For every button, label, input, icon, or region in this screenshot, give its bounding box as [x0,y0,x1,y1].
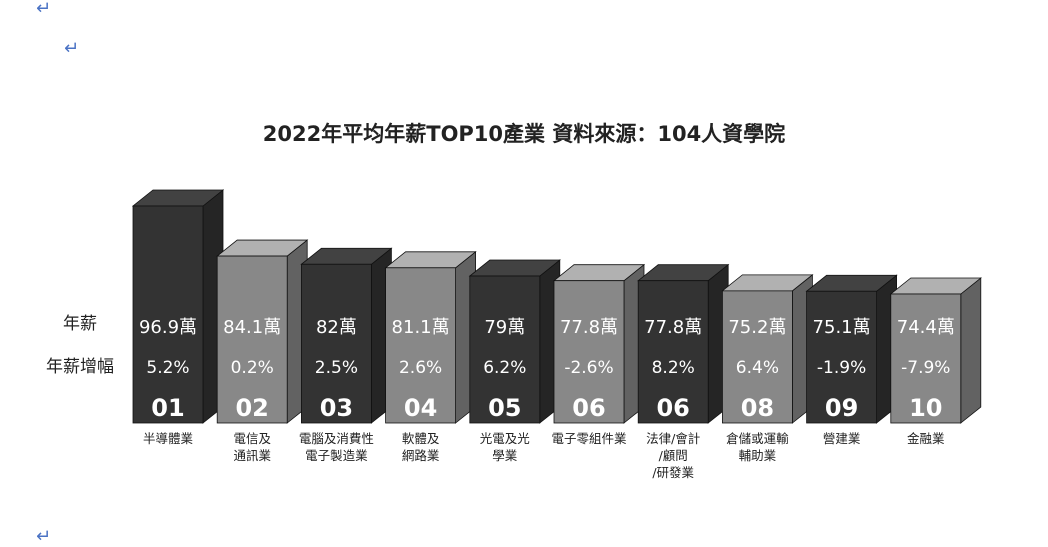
category-label: 營建業 [823,431,861,446]
paragraph-mark: ↵ [64,38,80,59]
salary-label: 77.8萬 [560,317,618,338]
salary-label: 75.1萬 [813,317,871,338]
salary-label: 82萬 [316,317,357,338]
salary-label: 79萬 [484,317,525,338]
category-label: 法律/會計 [646,431,700,446]
row-label-growth: 年薪增幅 [46,357,114,377]
category-label: 網路業 [402,448,440,463]
category-label: 半導體業 [143,431,194,446]
category-label: 電腦及消費性 [299,431,374,446]
category-label: 電信及 [233,431,271,446]
bar [806,290,877,424]
growth-label: 6.2% [483,358,526,378]
rank-label: 01 [151,394,184,422]
rank-label: 10 [909,394,942,422]
rank-label: 05 [488,394,521,422]
growth-label: 5.2% [146,358,189,378]
rank-label: 06 [572,394,605,422]
category-label: 輔助業 [739,448,777,463]
category-label: 電子零組件業 [551,431,627,446]
category-label: /研發業 [652,465,694,480]
rank-label: 04 [404,394,437,422]
rank-label: 03 [320,394,353,422]
bar [385,267,457,424]
salary-label: 84.1萬 [223,317,281,338]
category-label: /顧問 [659,448,688,463]
bar [132,205,204,424]
category-label: 通訊業 [233,448,271,463]
rank-label: 02 [235,394,268,422]
growth-label: 8.2% [652,358,695,378]
bar [216,255,288,424]
category-label: 學業 [492,448,518,463]
salary-label: 74.4萬 [897,317,955,338]
chart-title: 2022年平均年薪TOP10產業 資料來源：104人資學院 [262,122,786,146]
bar [637,280,709,424]
growth-label: -2.6% [564,358,613,378]
category-label: 軟體及 [402,431,440,446]
salary-label: 77.8萬 [644,317,702,338]
growth-label: 6.4% [736,358,779,378]
bar [722,290,793,424]
row-label-salary: 年薪 [63,314,97,334]
category-label: 倉儲或運輸 [726,431,789,446]
growth-label: -7.9% [901,358,950,378]
growth-label: 2.5% [315,358,358,378]
salary-label: 75.2萬 [728,317,786,338]
category-label: 金融業 [907,431,945,446]
growth-label: 2.6% [399,358,442,378]
bar [553,280,625,424]
bar [890,293,962,424]
growth-label: 0.2% [231,358,274,378]
rank-label: 09 [825,394,858,422]
rank-label: 08 [741,394,774,422]
bar-side [960,277,982,424]
category-label: 電子製造業 [305,448,368,463]
rank-label: 06 [656,394,689,422]
salary-label: 81.1萬 [392,317,450,338]
salary-label: 96.9萬 [139,317,197,338]
bar [469,275,541,424]
category-label: 光電及光 [480,431,530,446]
growth-label: -1.9% [817,358,866,378]
paragraph-mark: ↵ [36,0,52,19]
paragraph-mark: ↵ [36,526,52,547]
bar [300,263,372,424]
